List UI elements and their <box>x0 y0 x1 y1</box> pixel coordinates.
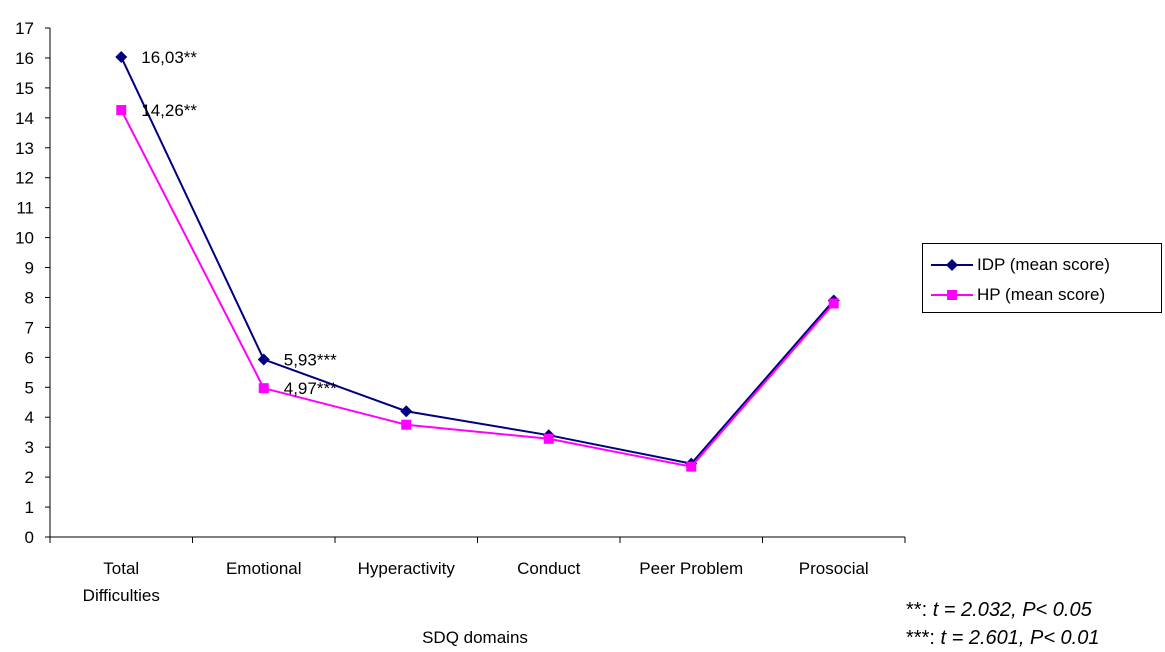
series-lines <box>120 56 835 468</box>
footnote-marker: ***: <box>906 627 935 649</box>
data-point-square <box>116 105 127 116</box>
x-tick-label: Conduct <box>517 559 581 578</box>
data-point-diamond <box>257 353 270 366</box>
x-tick-label: Peer Problem <box>639 559 743 578</box>
y-tick-label: 16 <box>15 49 34 68</box>
y-tick-label: 1 <box>25 498 34 517</box>
y-tick-label: 13 <box>15 139 34 158</box>
y-tick-label: 10 <box>15 229 34 248</box>
data-labels: 16,03** 14,26** 5,93*** 4,97*** <box>141 48 337 398</box>
legend-item-hp: HP (mean score) <box>931 280 1105 310</box>
y-tick-label: 7 <box>25 318 34 337</box>
legend-label-idp: IDP (mean score) <box>977 255 1110 274</box>
x-tick-label: Emotional <box>226 559 302 578</box>
data-point-square <box>401 419 412 430</box>
x-tick-label-line: Emotional <box>226 559 302 578</box>
x-tick-label-line: Conduct <box>517 559 581 578</box>
y-tick-label: 2 <box>25 468 34 487</box>
x-tick-label: Total Difficulties <box>83 559 160 605</box>
data-label: 16,03** <box>141 48 197 67</box>
y-tick-label: 9 <box>25 259 34 278</box>
data-point-diamond <box>400 405 413 418</box>
legend-swatch-idp <box>931 259 973 271</box>
x-tick-label-line: Difficulties <box>83 586 160 605</box>
y-tick-label: 11 <box>16 199 34 218</box>
y-tick-label: 4 <box>25 408 34 427</box>
y-tick-label: 15 <box>15 79 34 98</box>
data-label: 14,26** <box>141 101 197 120</box>
legend-swatch-hp <box>931 290 973 300</box>
series-line-1 <box>120 109 835 468</box>
data-label: 4,97*** <box>284 379 337 398</box>
y-tick-label: 14 <box>15 109 34 128</box>
y-tick-label: 6 <box>25 348 34 367</box>
x-axis-categories: Total Difficulties Emotional Hyperactivity C… <box>49 537 906 605</box>
data-point-square <box>828 298 839 309</box>
data-point-square <box>258 383 269 394</box>
x-tick-label-line: Peer Problem <box>639 559 743 578</box>
x-tick-label-line: Hyperactivity <box>358 559 456 578</box>
series-line-0 <box>120 56 835 465</box>
y-tick-label: 17 <box>15 19 34 38</box>
legend: IDP (mean score) HP (mean score) <box>922 243 1162 313</box>
x-tick-label-line: Prosocial <box>799 559 869 578</box>
legend-label-hp: HP (mean score) <box>977 285 1106 304</box>
x-tick-label-line: Total <box>103 559 139 578</box>
data-point-square <box>686 461 697 472</box>
legend-item-idp: IDP (mean score) <box>931 250 1110 280</box>
footnote-p01: ***: t = 2.601, P< 0.01 <box>906 624 1099 652</box>
y-tick-label: 5 <box>25 378 34 397</box>
x-tick-label: Prosocial <box>799 559 869 578</box>
y-tick-label: 12 <box>15 169 34 188</box>
data-label: 5,93*** <box>284 350 337 369</box>
footnotes: **: t = 2.032, P< 0.05 ***: t = 2.601, P… <box>906 596 1099 652</box>
data-point-square <box>543 433 554 444</box>
footnote-p05: **: t = 2.032, P< 0.05 <box>906 596 1099 624</box>
footnote-marker: **: <box>906 599 928 621</box>
y-tick-label: 0 <box>25 528 34 547</box>
footnote-stat: t = 2.601, P< 0.01 <box>940 627 1100 649</box>
footnote-stat: t = 2.032, P< 0.05 <box>932 599 1092 621</box>
data-point-diamond <box>115 51 128 64</box>
y-tick-label: 3 <box>25 438 34 457</box>
y-tick-label: 8 <box>25 288 34 307</box>
x-tick-label: Hyperactivity <box>358 559 456 578</box>
x-axis-title: SDQ domains <box>422 628 528 647</box>
series-markers <box>115 51 840 472</box>
